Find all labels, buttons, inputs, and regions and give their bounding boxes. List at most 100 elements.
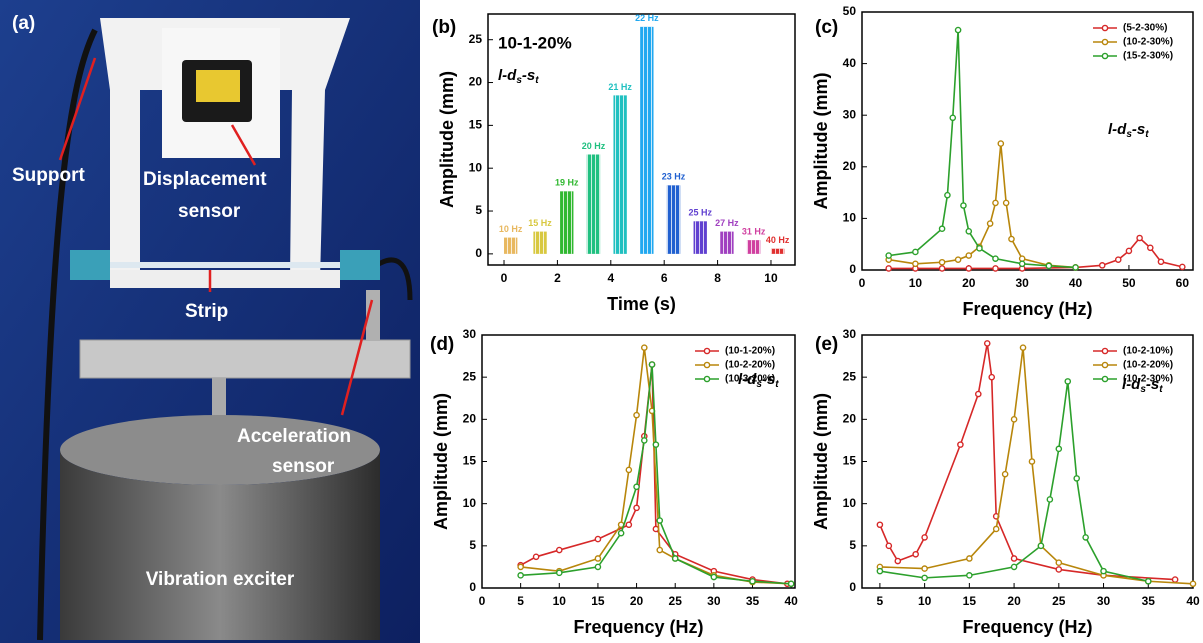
legend-marker <box>1101 347 1109 355</box>
y-axis-label: Amplitude (mm) <box>811 393 831 530</box>
legend-marker <box>1101 52 1109 60</box>
data-point <box>992 265 999 272</box>
data-point <box>1018 255 1026 262</box>
cable <box>37 28 98 641</box>
segment-label: 21 Hz <box>608 82 632 92</box>
data-point <box>885 542 893 550</box>
series-line <box>888 236 1183 270</box>
annotation-part: t <box>775 379 779 390</box>
data-point <box>938 258 946 266</box>
legend-label: (10-1-20%) <box>725 346 775 357</box>
y-tick-label: 15 <box>843 454 857 468</box>
x-tick-label: 30 <box>1097 594 1111 608</box>
legend-label: (15-2-30%) <box>1123 51 1173 62</box>
data-point <box>1008 235 1015 243</box>
x-axis-label: Frequency (Hz) <box>962 299 1092 319</box>
x-tick-label: 10 <box>553 594 567 608</box>
chart-panel: (c) Frequency (Hz) Amplitude (mm) 0 10 20 30 40… <box>811 4 1194 319</box>
oscillation-texture <box>640 26 654 254</box>
x-axis-label: Time (s) <box>607 294 676 314</box>
annotation-part: -s <box>1132 121 1145 138</box>
photo-label: Vibration exciter <box>146 569 295 590</box>
data-point <box>1100 567 1107 575</box>
y-tick-label: 0 <box>849 262 856 276</box>
photo-label: Support <box>12 165 85 186</box>
photo-panel: (a) Support Displacement sensor Strip Ac… <box>0 0 420 643</box>
photo-label: sensor <box>178 201 241 222</box>
data-point <box>1055 445 1063 453</box>
legend-marker <box>703 375 711 383</box>
x-tick-label: 60 <box>1176 276 1190 290</box>
data-point <box>992 255 999 262</box>
data-point <box>921 574 928 582</box>
x-tick-label: 25 <box>1052 594 1066 608</box>
data-point <box>965 227 973 235</box>
y-tick-label: 40 <box>843 56 857 70</box>
data-point <box>921 534 928 541</box>
data-point <box>1157 258 1165 266</box>
data-point <box>594 555 602 562</box>
data-point <box>1028 458 1036 465</box>
legend-label: (10-2-20%) <box>1123 360 1173 371</box>
data-point <box>1019 344 1027 351</box>
plot-frame <box>487 13 796 266</box>
legend-marker <box>1101 38 1109 46</box>
data-point <box>555 569 563 577</box>
y-tick-label: 10 <box>843 496 857 510</box>
y-tick-label: 20 <box>843 159 857 173</box>
oscillation-texture <box>666 185 681 254</box>
data-point <box>992 199 999 207</box>
x-tick-label: 2 <box>554 271 561 285</box>
y-tick-label: 5 <box>475 203 482 217</box>
x-tick-label: 8 <box>714 271 721 285</box>
y-axis-label: Amplitude (mm) <box>437 71 457 208</box>
x-tick-label: 20 <box>1007 594 1021 608</box>
x-tick-label: 10 <box>909 276 923 290</box>
y-tick-label: 20 <box>843 412 857 426</box>
legend-marker <box>703 347 711 355</box>
x-tick-label: 0 <box>479 594 486 608</box>
panel-label: (a) <box>12 13 35 34</box>
x-axis-label: Frequency (Hz) <box>573 617 703 637</box>
oscillation-texture <box>770 248 785 254</box>
data-point <box>966 572 973 579</box>
y-tick-label: 30 <box>843 327 857 341</box>
legend-label: (10-2-30%) <box>1123 374 1173 385</box>
sensor-label <box>196 70 240 102</box>
data-point <box>617 529 625 537</box>
pointer-lines <box>58 57 374 416</box>
data-point <box>671 555 679 562</box>
chart-panel: (b) Time (s) Amplitude (mm) 0 2 4 6 8 10 0 5 10 15 20… <box>432 13 796 314</box>
data-point <box>921 565 928 572</box>
data-point <box>944 191 951 199</box>
data-point <box>710 573 718 581</box>
data-point <box>986 220 994 227</box>
data-point <box>938 225 946 233</box>
y-axis-label: Amplitude (mm) <box>431 393 451 530</box>
y-tick-label: 15 <box>463 454 477 468</box>
data-point <box>656 546 664 554</box>
data-point <box>1171 576 1179 583</box>
data-point <box>1055 566 1063 573</box>
annotation-part: l-d <box>498 67 517 84</box>
data-point <box>1055 559 1063 567</box>
data-point <box>885 252 892 259</box>
x-tick-label: 35 <box>1142 594 1156 608</box>
y-tick-label: 50 <box>843 4 857 18</box>
plot-frame <box>861 11 1194 271</box>
data-point <box>912 260 919 268</box>
data-point <box>1018 260 1026 268</box>
data-point <box>1125 247 1133 255</box>
annotation-part: t <box>1159 384 1163 395</box>
data-point <box>633 411 640 419</box>
photo-label: sensor <box>272 456 335 477</box>
legend-label: (10-2-10%) <box>1123 346 1173 357</box>
panel-label: (d) <box>430 334 454 355</box>
data-point <box>966 555 973 562</box>
annotation-part: s <box>756 379 762 390</box>
data-point <box>1045 262 1053 270</box>
data-point <box>876 567 884 575</box>
data-point <box>974 390 982 398</box>
data-point <box>517 563 524 571</box>
segment-label: 23 Hz <box>662 172 686 182</box>
